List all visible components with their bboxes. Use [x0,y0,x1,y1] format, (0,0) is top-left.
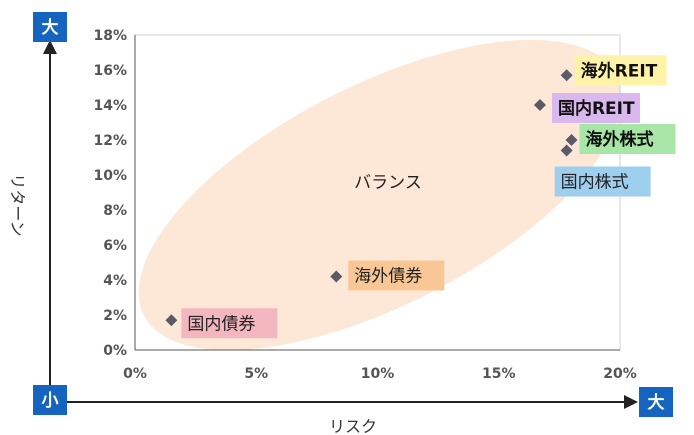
point-label: 海外株式 [586,129,654,150]
point-label-box [579,124,676,154]
y-tick-label: 16% [93,63,127,79]
point-marker [560,69,573,82]
y-tick-label: 8% [103,203,127,219]
data-points: 国内債券 海外債券 国内株式 海外株式 国内REIT 海外REIT [165,55,676,339]
x-tick-label: 5% [244,366,268,382]
point-label-box [554,166,651,197]
point-label-box [181,308,278,339]
point-label: 海外REIT [581,60,658,81]
point-marker [565,134,578,146]
x-tick-label: 0% [123,366,147,382]
y-tick-label: 2% [103,308,127,324]
x-high-badge [639,387,673,417]
y-high-badge [33,12,67,42]
x-arrow-head [624,395,638,409]
y-tick-label: 12% [93,133,127,149]
y-tick-label: 6% [103,238,127,254]
x-tick-label: 15% [482,366,516,382]
y-tick-label: 0% [103,343,127,359]
y-tick-labels: 0% 2% 4% 6% 8% 10% 12% 14% 16% 18% [93,28,127,359]
origin-badge-text: 小 [42,391,59,411]
y-high-badge-text: 大 [42,17,59,38]
balance-annotation: バランス [354,173,422,193]
origin-badge [33,385,67,415]
balance-region [138,39,622,351]
x-axis-title: リスク [329,417,377,435]
y-tick-label: 10% [93,168,127,184]
y-tick-label: 4% [103,273,127,289]
point-label: 国内債券 [187,314,255,334]
point-label-box [551,93,640,123]
point-label: 国内REIT [558,98,635,119]
x-tick-labels: 0% 5% 10% 15% 20% [123,366,637,382]
point-label-box [348,260,445,291]
point-marker [330,270,343,283]
y-axis-title: リターン [8,173,27,236]
point-marker [533,99,546,111]
point-label-box [574,55,667,86]
point-marker [560,144,573,157]
y-tick-label: 14% [93,98,127,114]
point-label: 海外債券 [354,267,422,287]
x-tick-label: 10% [361,366,395,382]
y-tick-label: 18% [93,28,127,44]
point-label: 国内株式 [561,173,629,193]
y-arrow-head [43,40,57,54]
x-tick-label: 20% [603,366,637,382]
point-marker [165,314,178,327]
x-high-badge-text: 大 [648,392,665,413]
